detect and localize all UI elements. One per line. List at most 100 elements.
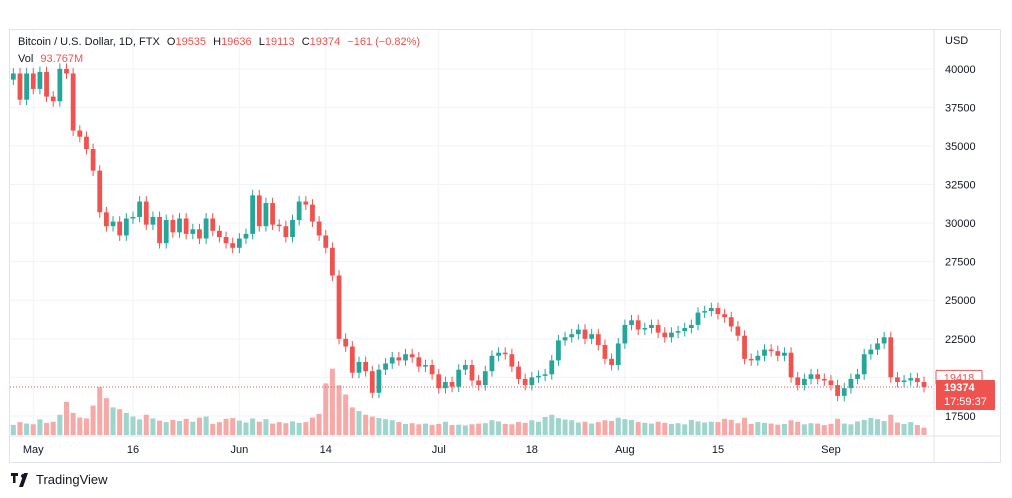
candle-body — [875, 343, 880, 350]
volume-bar — [24, 423, 30, 435]
low-label: L — [258, 36, 265, 48]
volume-bar — [629, 419, 635, 435]
candle-body — [775, 351, 781, 356]
volume-bar — [436, 423, 442, 435]
candle-body — [456, 369, 462, 387]
volume-bar — [602, 420, 608, 435]
volume-bar — [157, 420, 163, 435]
volume-bar — [496, 421, 502, 435]
volume-bar — [422, 423, 428, 435]
volume-bar — [542, 416, 548, 435]
tradingview-footer[interactable]: TradingView — [10, 472, 108, 487]
volume-bar — [535, 421, 542, 435]
volume-bar — [648, 423, 655, 435]
y-tick-label: 35000 — [945, 141, 976, 153]
candle-body — [496, 352, 501, 356]
candle-body — [316, 221, 322, 236]
volume-bar — [575, 422, 581, 435]
volume-bar — [329, 368, 335, 435]
volume-bar — [117, 409, 123, 435]
candle-body — [336, 275, 342, 339]
last-price-text: 19374 — [944, 382, 975, 394]
candle-body — [462, 365, 468, 370]
x-tick-label: 16 — [127, 444, 139, 456]
candle-body — [782, 352, 787, 356]
candle-body — [170, 220, 176, 233]
candle-body — [64, 68, 69, 74]
volume-bar — [216, 422, 222, 435]
volume-bar — [582, 421, 588, 435]
x-tick-label: Sep — [821, 444, 841, 456]
volume-bar — [409, 423, 415, 435]
volume-bar — [343, 394, 349, 435]
tradingview-logo-icon — [11, 472, 28, 487]
volume-bar — [642, 422, 648, 435]
volume-bar — [323, 383, 329, 435]
volume-bar — [742, 417, 748, 435]
volume-bar — [110, 407, 116, 435]
candle-body — [230, 243, 236, 248]
volume-bar — [735, 423, 741, 435]
candle-body — [137, 201, 143, 217]
volume-bar — [781, 423, 787, 435]
volume-bar — [509, 424, 515, 435]
y-tick-label: 27500 — [945, 257, 976, 269]
volume-bar — [396, 422, 402, 435]
volume-bar — [263, 419, 269, 435]
volume-bar — [236, 420, 242, 435]
candle-body — [30, 73, 36, 89]
candle-body — [815, 374, 821, 379]
y-tick-label: 30000 — [945, 218, 976, 230]
low-value: 19113 — [264, 36, 295, 48]
candle-body — [642, 328, 648, 330]
candle-body — [895, 377, 900, 383]
volume-bar — [675, 423, 681, 435]
symbol-label[interactable]: Bitcoin / U.S. Dollar, 1D, FTX — [18, 36, 160, 48]
candle-body — [489, 355, 495, 372]
candle-body — [356, 361, 362, 373]
volume-bar — [37, 419, 43, 435]
volume-label: Vol — [18, 53, 34, 65]
candle-body — [130, 216, 136, 219]
candle-body — [708, 307, 714, 312]
candle-body — [762, 349, 767, 356]
candle-body — [615, 343, 621, 366]
candle-body — [595, 334, 601, 345]
close-label: C — [301, 36, 310, 48]
volume-bar — [635, 422, 641, 435]
volume-bar — [562, 419, 568, 435]
volume-bar — [303, 422, 309, 435]
high-value: 19636 — [221, 36, 252, 48]
volume-bar — [848, 424, 854, 435]
candle-body — [157, 216, 162, 244]
candle-body — [10, 73, 16, 80]
open-label: O — [166, 36, 176, 48]
volume-bar — [103, 398, 109, 435]
volume-bar — [589, 423, 595, 435]
volume-bar — [230, 418, 236, 435]
volume-bar — [768, 423, 774, 435]
volume-bar — [250, 418, 256, 435]
candle-body — [416, 357, 422, 367]
candle-body — [24, 73, 30, 100]
candle-body — [582, 329, 588, 339]
candle-body — [901, 380, 907, 383]
volume-bar — [10, 424, 16, 435]
volume-bar — [788, 420, 794, 435]
volume-bar — [761, 422, 768, 435]
candle-body — [828, 380, 834, 386]
volume-bar — [83, 418, 89, 435]
change-value: −161 (−0.82%) — [347, 36, 421, 48]
volume-bar — [356, 411, 362, 435]
candle-body — [602, 344, 608, 359]
volume-bar — [476, 423, 482, 435]
x-tick-label: 18 — [526, 444, 538, 456]
candle-body — [263, 203, 269, 227]
candle-body — [376, 369, 382, 393]
candle-body — [888, 337, 894, 378]
volume-bar — [416, 424, 422, 435]
candle-body — [855, 374, 860, 379]
x-tick-label: Jun — [230, 444, 248, 456]
candle-body — [695, 312, 701, 325]
